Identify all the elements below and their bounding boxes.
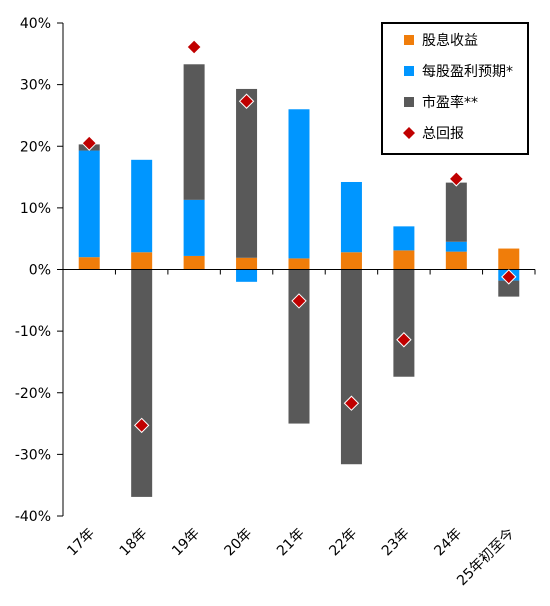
bar-eps-3 (236, 269, 258, 282)
total-return-marker-6 (396, 332, 412, 348)
total-return-marker-5 (343, 395, 360, 411)
bar-pe-6 (393, 269, 415, 377)
bar-eps-2 (183, 199, 205, 256)
total-return-marker-1 (133, 417, 150, 434)
bar-pe-8 (498, 280, 520, 297)
bar-eps-6 (393, 226, 415, 251)
legend-swatch (404, 66, 414, 76)
total-return-marker-0 (81, 135, 97, 151)
bar-eps-5 (340, 181, 362, 253)
markers-layer (81, 39, 517, 434)
bar-dividend-2 (183, 255, 205, 270)
bar-dividend-4 (288, 258, 310, 270)
legend-label: 股息收益 (422, 32, 478, 49)
legend-label: 每股盈利预期* (422, 64, 513, 80)
bar-eps-1 (131, 159, 153, 253)
bar-dividend-5 (340, 252, 362, 270)
y-tick-label: 40% (20, 16, 51, 32)
legend-label: 市盈率** (422, 94, 478, 111)
bar-pe-1 (131, 269, 153, 497)
x-category-label: 18年 (117, 526, 151, 560)
x-category-label: 25年初至今 (453, 525, 517, 589)
bar-pe-3 (236, 88, 258, 258)
total-return-marker-3 (238, 93, 255, 109)
bar-dividend-6 (393, 250, 415, 270)
x-category-label: 22年 (326, 526, 360, 560)
total-return-marker-4 (291, 293, 307, 309)
x-category-label: 24年 (431, 526, 465, 560)
bar-dividend-0 (78, 257, 100, 270)
bar-dividend-7 (445, 251, 467, 270)
y-tick-label: -20% (15, 386, 51, 402)
bar-dividend-3 (236, 257, 258, 270)
total-return-marker-8 (501, 269, 517, 285)
total-return-marker-7 (448, 171, 465, 187)
bar-pe-2 (183, 64, 205, 200)
x-category-label: 23年 (379, 526, 413, 560)
legend-label: 总回报 (422, 126, 464, 142)
bars-layer (78, 64, 520, 497)
legend-swatch (404, 97, 414, 107)
bar-eps-7 (445, 241, 467, 252)
x-category-label: 20年 (222, 526, 256, 560)
bar-dividend-8 (498, 248, 520, 270)
y-tick-label: -40% (15, 509, 51, 525)
bar-pe-4 (288, 269, 310, 424)
y-tick-label: 20% (20, 139, 51, 155)
x-category-label: 17年 (64, 526, 98, 560)
legend-swatch (404, 35, 414, 45)
y-tick-label: 30% (20, 78, 51, 94)
total-return-marker-2 (186, 39, 202, 55)
bar-pe-5 (340, 269, 362, 465)
bar-eps-4 (288, 109, 310, 259)
y-tick-label: -10% (15, 324, 51, 340)
x-category-label: 21年 (274, 526, 308, 560)
y-tick-label: 10% (20, 201, 51, 217)
x-category-label: 19年 (169, 526, 203, 560)
bar-pe-7 (445, 182, 467, 242)
legend-marker (403, 127, 415, 139)
bar-eps-0 (78, 150, 100, 258)
y-tick-label: 0% (29, 263, 51, 279)
y-tick-label: -30% (15, 447, 51, 463)
bar-dividend-1 (131, 252, 153, 270)
